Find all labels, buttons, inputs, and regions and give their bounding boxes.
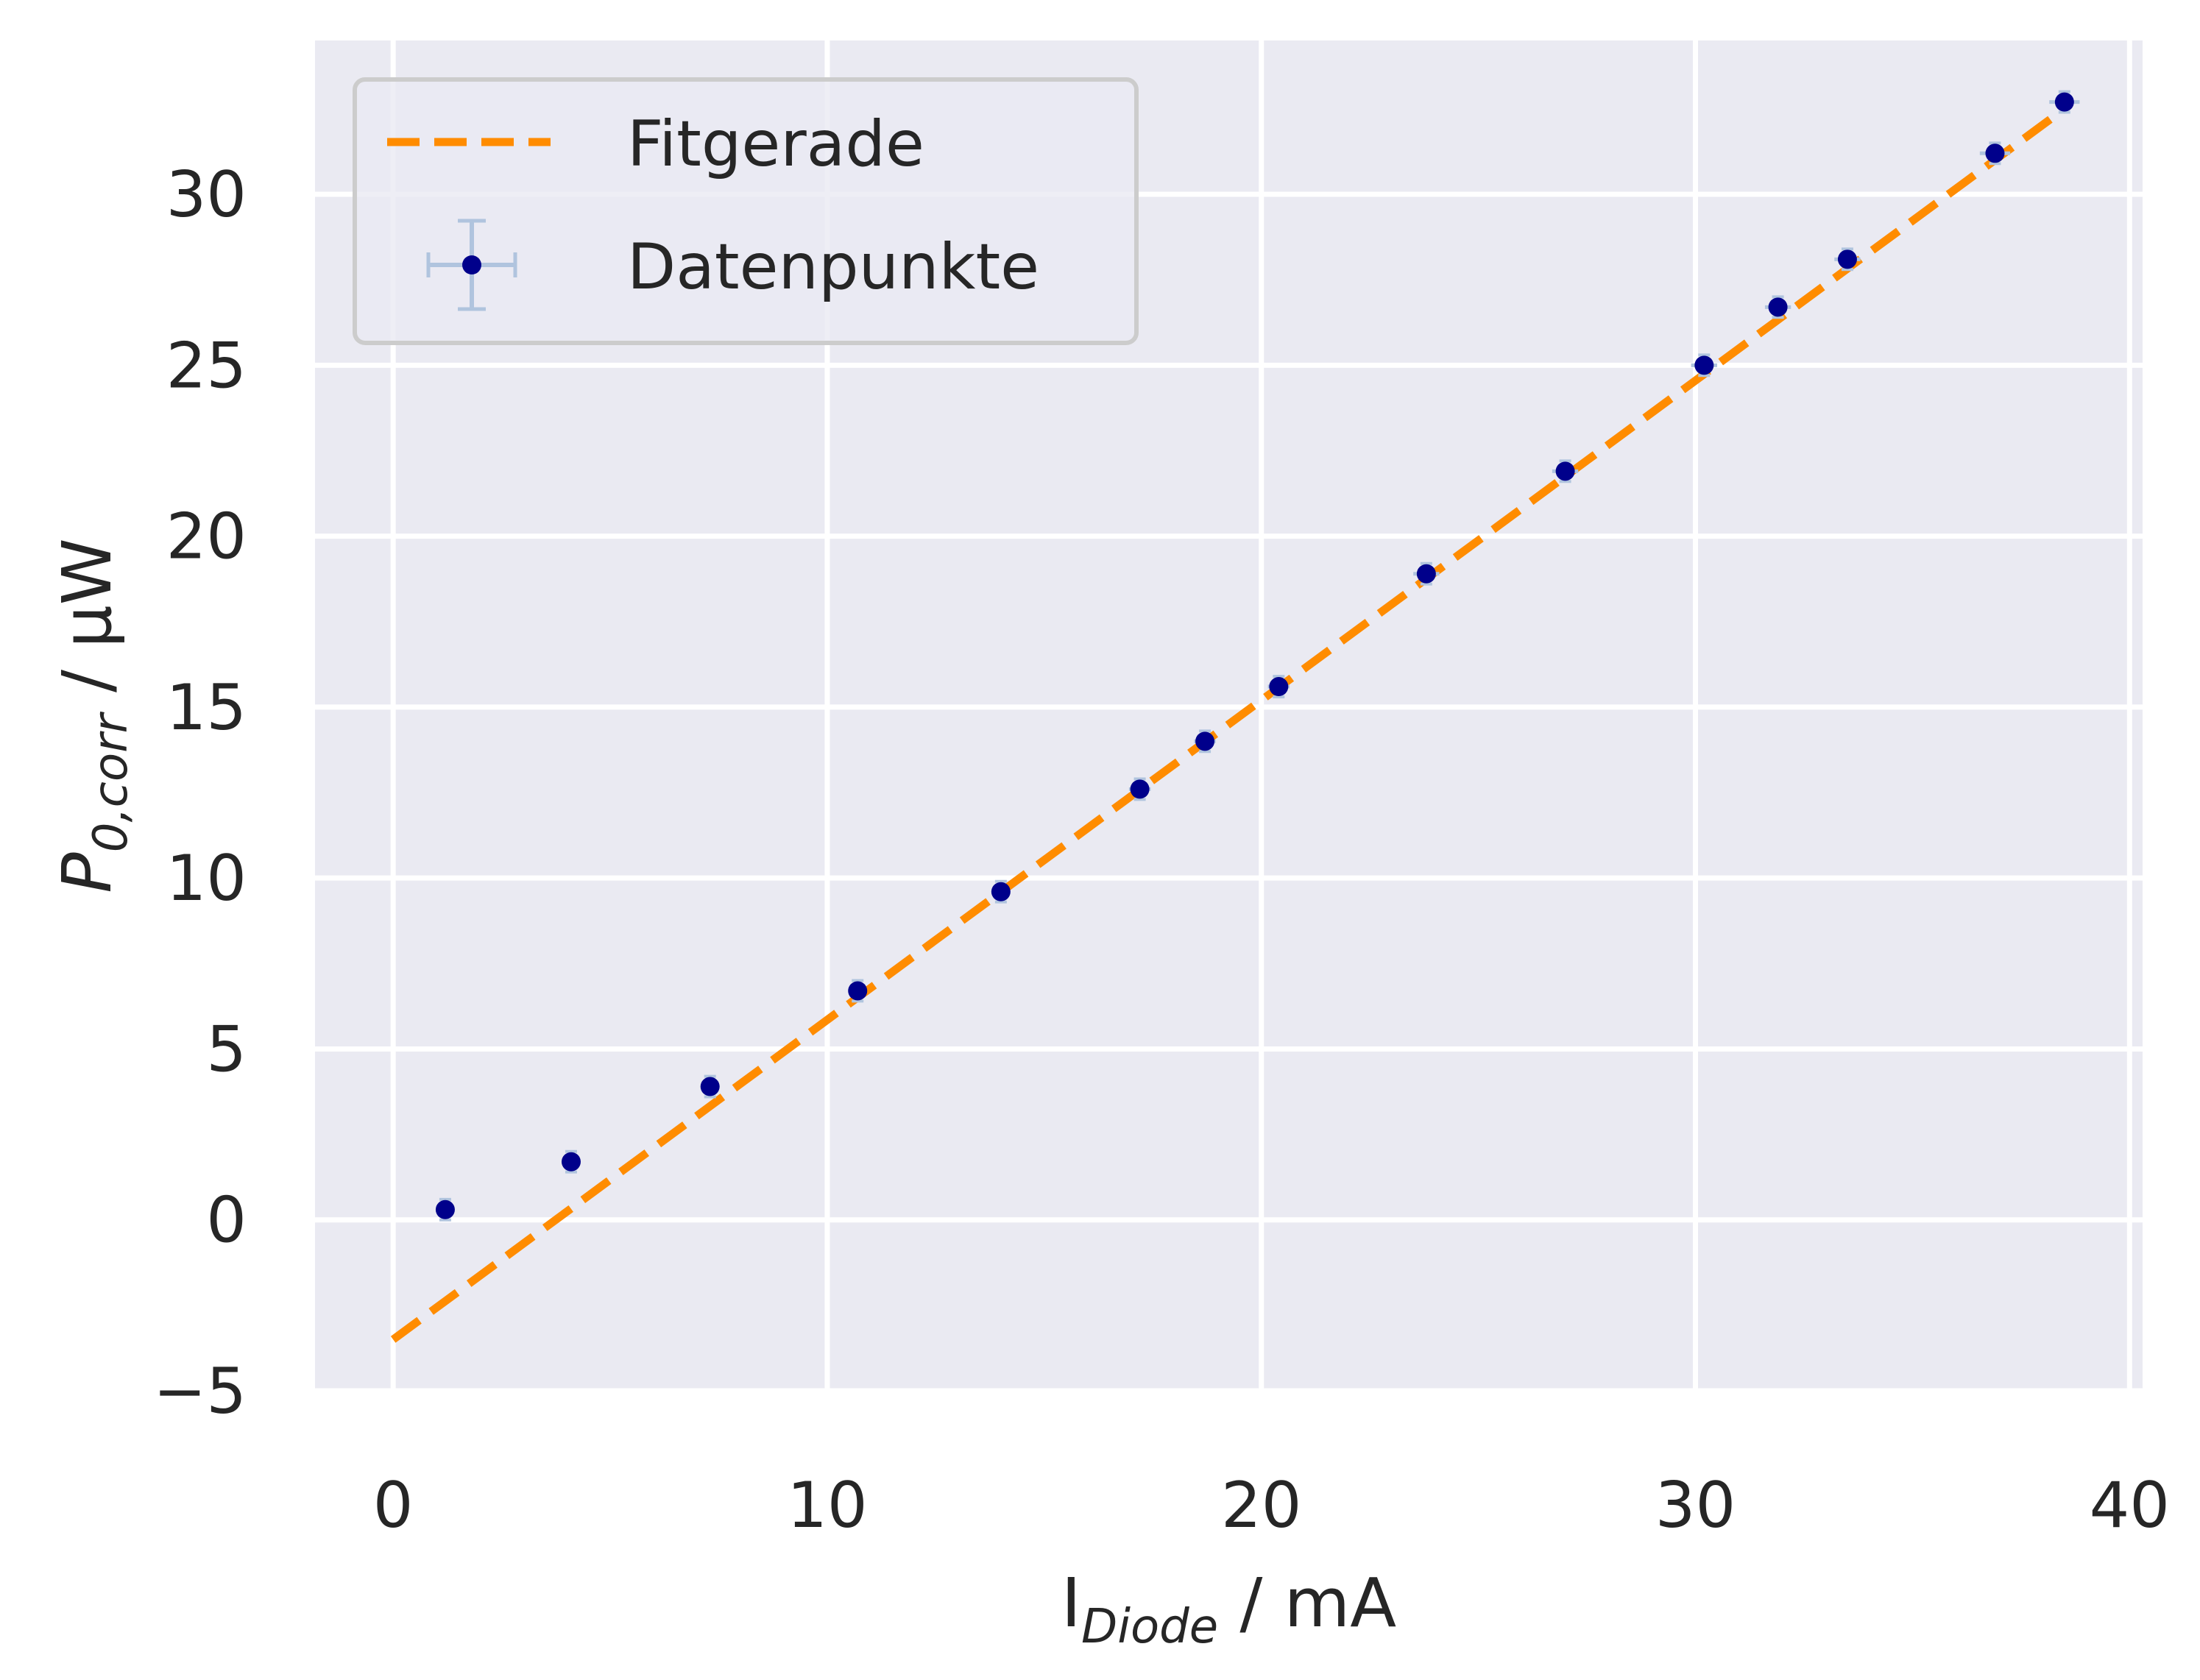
data-marker	[1694, 355, 1714, 375]
data-point	[1764, 295, 1792, 319]
y-tick-label: −5	[153, 1355, 247, 1428]
legend-points-label: Datenpunkte	[627, 230, 1039, 304]
data-marker	[435, 1199, 455, 1219]
data-marker	[1555, 461, 1575, 481]
data-point	[1267, 675, 1290, 698]
data-marker	[2054, 92, 2074, 112]
x-axis-label-unit: / mA	[1218, 1564, 1396, 1642]
x-tick-label: 30	[1655, 1469, 1736, 1542]
y-tick-label: 30	[166, 158, 247, 232]
legend-fit-label: Fitgerade	[627, 107, 924, 181]
data-point	[1413, 561, 1440, 586]
data-point	[561, 1149, 581, 1174]
y-tick-label: 5	[206, 1013, 247, 1086]
y-tick-label: 20	[166, 500, 247, 574]
data-marker	[1837, 249, 1857, 269]
legend: Fitgerade Datenpunkte	[353, 77, 1139, 345]
x-axis-label-main: I	[1061, 1564, 1081, 1642]
x-tick-label: 40	[2090, 1469, 2170, 1542]
data-point	[1979, 141, 2011, 166]
data-marker	[561, 1152, 581, 1172]
y-tick-label: 25	[166, 329, 247, 403]
data-marker	[991, 882, 1011, 901]
y-tick-label: 15	[166, 671, 247, 745]
data-point	[2049, 90, 2080, 114]
y-tick-label: 0	[206, 1184, 247, 1258]
data-marker	[848, 981, 868, 1001]
data-marker	[700, 1077, 720, 1096]
ticks-layer: 0 10 20 30 40 −5 0 5 10 15 20 25 30	[153, 158, 2170, 1542]
legend-marker	[462, 255, 481, 274]
data-marker	[1985, 143, 2005, 163]
fit-layer	[390, 105, 2068, 1343]
data-point	[435, 1197, 455, 1222]
x-tick-label: 20	[1221, 1469, 1301, 1542]
data-marker	[1416, 564, 1436, 584]
x-axis-label-sub: Diode	[1081, 1600, 1218, 1654]
legend-points-swatch	[426, 219, 517, 311]
x-tick-label: 10	[787, 1469, 867, 1542]
fit-line	[390, 105, 2068, 1343]
data-point	[991, 879, 1011, 904]
data-marker	[1768, 297, 1788, 317]
data-marker	[1269, 677, 1289, 697]
data-point	[1128, 777, 1151, 801]
data-point	[1552, 459, 1579, 483]
x-tick-label: 0	[373, 1469, 414, 1542]
y-axis-label: P0,corr / μW	[48, 538, 138, 893]
y-axis-label-sub: 0,corr	[84, 712, 138, 853]
data-point	[1691, 353, 1718, 378]
x-axis-label: IDiode / mA	[1061, 1564, 1396, 1654]
points-layer	[435, 90, 2080, 1222]
data-point	[700, 1074, 720, 1099]
y-axis-label-main: P	[48, 852, 127, 893]
y-tick-label: 10	[166, 842, 247, 915]
data-point	[1834, 247, 1861, 272]
data-marker	[1195, 731, 1215, 751]
y-axis-label-unit: / μW	[48, 538, 127, 714]
grid	[315, 40, 2143, 1394]
data-point	[848, 979, 868, 1003]
data-marker	[1130, 779, 1150, 799]
data-point	[1194, 729, 1216, 754]
